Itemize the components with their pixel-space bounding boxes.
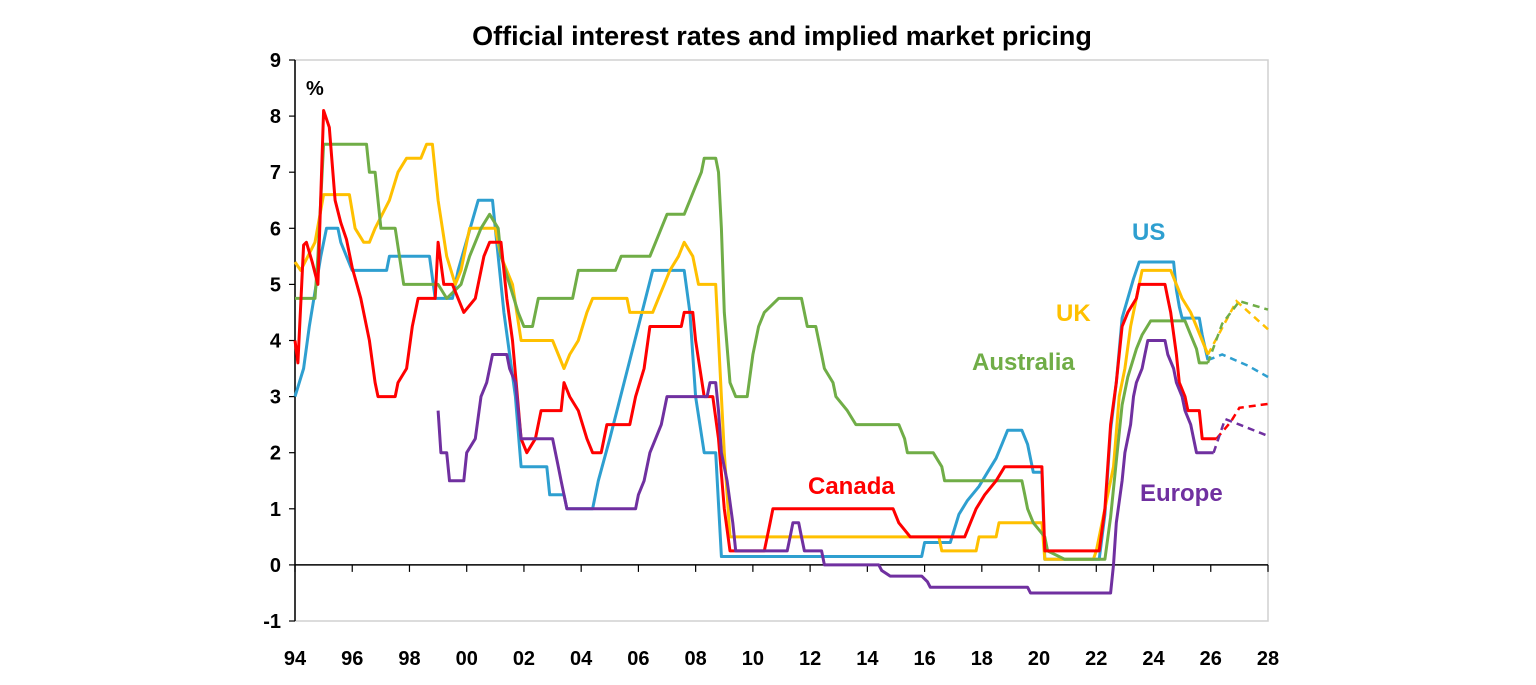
y-tick-label: 9 <box>270 50 281 72</box>
y-tick-label: 0 <box>270 555 281 577</box>
y-tick-label: 8 <box>270 106 281 128</box>
series-line-europe <box>436 339 1214 595</box>
series-lines <box>293 109 1269 595</box>
x-tick-label: 96 <box>341 648 363 670</box>
y-tick-label: 5 <box>270 274 281 296</box>
x-tick-label: 28 <box>1257 648 1279 670</box>
series-forecast-europe <box>1212 417 1269 454</box>
y-tick-label: 7 <box>270 162 281 184</box>
series-line-canada <box>293 109 1217 553</box>
x-tick-label: 20 <box>1028 648 1050 670</box>
chart-title: Official interest rates and implied mark… <box>472 21 1092 51</box>
x-tick-label: 04 <box>570 648 593 670</box>
series-label-uk: UK <box>1056 300 1091 327</box>
x-tick-label: 26 <box>1200 648 1222 670</box>
x-tick-label: 12 <box>799 648 821 670</box>
y-tick-label: 1 <box>270 499 281 521</box>
x-tick-label: 24 <box>1142 648 1165 670</box>
y-axis-unit-label: % <box>306 78 324 100</box>
x-tick-label: 16 <box>913 648 935 670</box>
x-tick-label: 94 <box>284 648 307 670</box>
x-tick-label: 18 <box>971 648 993 670</box>
series-forecast-canada <box>1215 402 1269 440</box>
y-tick-label: 6 <box>270 218 281 240</box>
series-forecast-australia <box>1206 299 1269 364</box>
series-forecast-uk <box>1206 299 1269 356</box>
y-tick-label: 2 <box>270 443 281 465</box>
series-label-australia: Australia <box>972 349 1075 376</box>
x-tick-label: 22 <box>1085 648 1107 670</box>
series-label-canada: Canada <box>808 473 895 500</box>
y-tick-label: -1 <box>263 611 281 633</box>
y-tick-label: 4 <box>270 331 282 353</box>
x-tick-label: 02 <box>513 648 535 670</box>
x-tick-label: 08 <box>685 648 707 670</box>
x-tick-label: 06 <box>627 648 649 670</box>
x-tick-label: 14 <box>856 648 879 670</box>
series-line-australia <box>295 142 1208 561</box>
series-label-europe: Europe <box>1140 480 1223 507</box>
series-forecast-us <box>1207 353 1269 379</box>
series-line-uk <box>293 142 1210 561</box>
x-tick-label: 10 <box>742 648 764 670</box>
series-label-us: US <box>1132 219 1165 246</box>
x-tick-label: 98 <box>398 648 420 670</box>
x-tick-label: 00 <box>456 648 478 670</box>
y-tick-label: 3 <box>270 387 281 409</box>
series-line-us <box>293 198 1210 561</box>
